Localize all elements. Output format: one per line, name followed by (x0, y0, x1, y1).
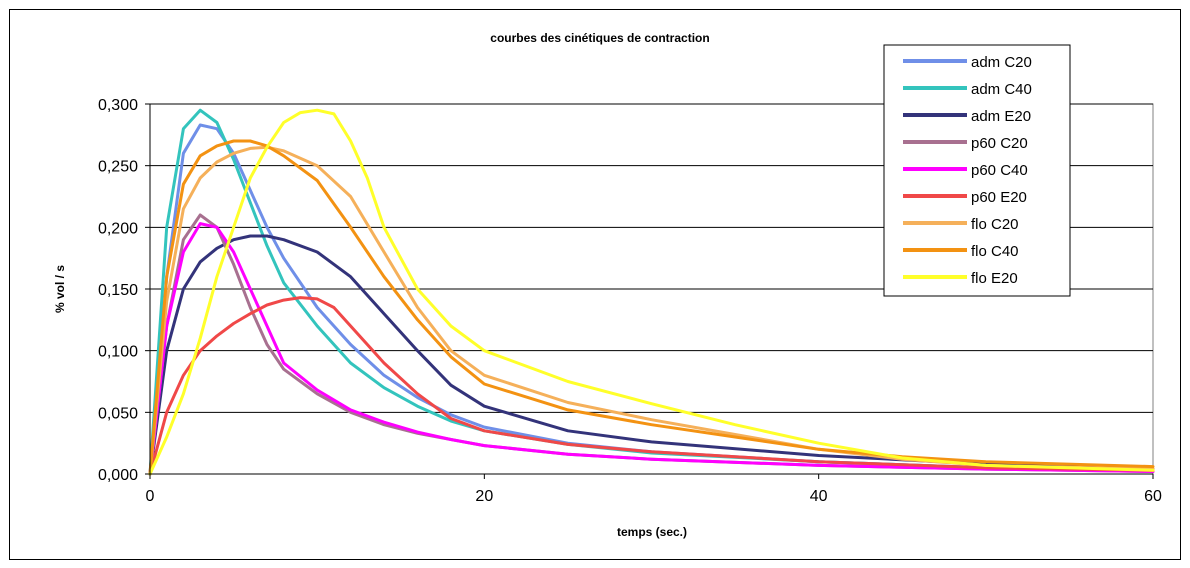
legend-label-1: adm C40 (971, 81, 1032, 98)
legend-label-5: p60 E20 (971, 189, 1027, 206)
y-tick-label-3: 0,150 (98, 282, 138, 299)
y-tick-label-0: 0,000 (98, 467, 138, 484)
chart-title: courbes des cinétiques de contraction (490, 31, 709, 45)
y-axis-label: % vol / s (53, 265, 67, 313)
y-tick-label-5: 0,250 (98, 159, 138, 176)
x-tick-labels: 0 20 40 60 (146, 488, 1162, 505)
y-tick-label-4: 0,200 (98, 220, 138, 237)
legend-label-4: p60 C40 (971, 162, 1028, 179)
legend-label-8: flo E20 (971, 270, 1018, 287)
y-tick-label-1: 0,050 (98, 405, 138, 422)
y-tick-label-6: 0,300 (98, 97, 138, 114)
legend-label-3: p60 C20 (971, 135, 1028, 152)
y-tick-label-2: 0,100 (98, 344, 138, 361)
y-tick-labels: 0,000 0,050 0,100 0,150 0,200 0,250 0,300 (98, 97, 138, 484)
x-tick-label-3: 60 (1144, 488, 1162, 505)
x-axis-label: temps (sec.) (617, 525, 687, 539)
legend-label-7: flo C40 (971, 243, 1019, 260)
x-tick-label-2: 40 (810, 488, 828, 505)
x-tick-label-1: 20 (475, 488, 493, 505)
legend-label-0: adm C20 (971, 54, 1032, 71)
x-tick-label-0: 0 (146, 488, 155, 505)
legend-label-6: flo C20 (971, 216, 1019, 233)
legend: adm C20 adm C40 adm E20 p60 C20 p60 C40 p60 E… (884, 45, 1070, 296)
legend-label-2: adm E20 (971, 108, 1031, 125)
